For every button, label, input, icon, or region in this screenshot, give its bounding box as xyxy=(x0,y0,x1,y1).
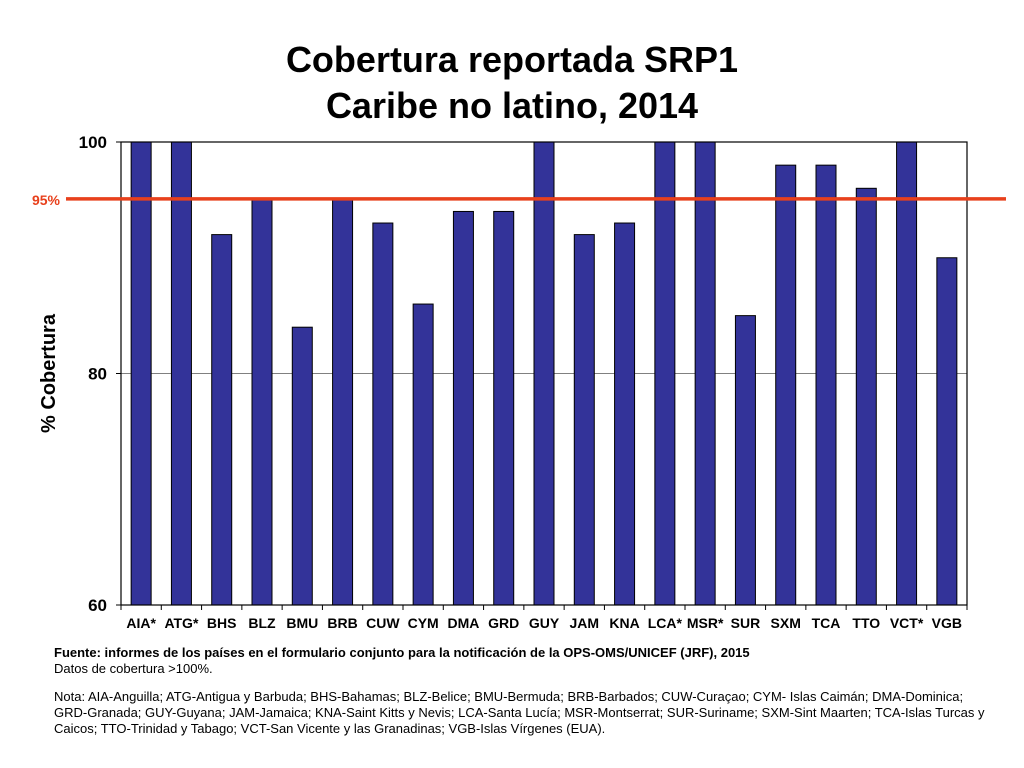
x-tick-label: BLZ xyxy=(248,615,276,631)
x-tick-label: BHS xyxy=(207,615,237,631)
x-tick-label: AIA* xyxy=(126,615,156,631)
x-tick-label: CUW xyxy=(366,615,400,631)
bar-msr xyxy=(694,141,716,606)
chart-title-line1: Cobertura reportada SRP1 xyxy=(285,39,739,80)
bar-lca xyxy=(654,141,676,606)
bar-vgb xyxy=(936,257,958,606)
x-tick-label: CYM xyxy=(408,615,439,631)
bar-aia xyxy=(130,141,152,606)
source-note: Fuente: informes de los países en el for… xyxy=(54,645,750,660)
bar-cuw xyxy=(372,222,394,606)
x-tick-label: GRD xyxy=(488,615,519,631)
bar-atg xyxy=(170,141,192,606)
bar-sxm xyxy=(775,164,797,606)
x-tick-label: BRB xyxy=(327,615,357,631)
y-tick-label: 100 xyxy=(79,133,107,152)
bar-grd xyxy=(493,210,515,606)
x-tick-label: VCT* xyxy=(890,615,924,631)
x-tick-label: BMU xyxy=(286,615,318,631)
bar-jam xyxy=(573,234,595,606)
bar-brb xyxy=(332,199,354,606)
x-tick-label: LCA* xyxy=(648,615,683,631)
y-axis-label: % Cobertura xyxy=(38,313,60,433)
x-tick-label: GUY xyxy=(529,615,560,631)
x-tick-label: VGB xyxy=(932,615,962,631)
bar-blz xyxy=(251,199,273,606)
bar-guy xyxy=(533,141,555,606)
bar-bhs xyxy=(211,234,233,606)
bar-tca xyxy=(815,164,837,606)
y-tick-label: 60 xyxy=(88,596,107,615)
x-tick-label: ATG* xyxy=(164,615,199,631)
bar-cym xyxy=(412,303,434,606)
x-tick-label: SUR xyxy=(731,615,761,631)
bar-bmu xyxy=(291,326,313,606)
bar-sur xyxy=(734,315,756,606)
coverage-note: Datos de cobertura >100%. xyxy=(54,661,213,676)
bar-dma xyxy=(452,210,474,606)
abbreviations-note: Nota: AIA-Anguilla; ATG-Antigua y Barbud… xyxy=(54,689,985,736)
x-tick-label: JAM xyxy=(570,615,600,631)
x-tick-label: TTO xyxy=(852,615,880,631)
bar-tto xyxy=(855,187,877,606)
reference-line-label: 95% xyxy=(32,192,61,208)
x-tick-label: DMA xyxy=(447,615,479,631)
chart-title-line2: Caribe no latino, 2014 xyxy=(325,85,699,126)
bar-chart: 60 80 100 AIA* ATG* BHS BLZ BMU BRB CUW CYM DMA GRD G… xyxy=(32,133,1006,631)
bar-kna xyxy=(614,222,636,606)
y-tick-label: 80 xyxy=(88,365,107,384)
x-tick-label: TCA xyxy=(812,615,841,631)
x-tick-label: KNA xyxy=(609,615,639,631)
x-tick-label: MSR* xyxy=(687,615,724,631)
x-tick-label: SXM xyxy=(771,615,801,631)
bar-vct xyxy=(896,141,918,606)
